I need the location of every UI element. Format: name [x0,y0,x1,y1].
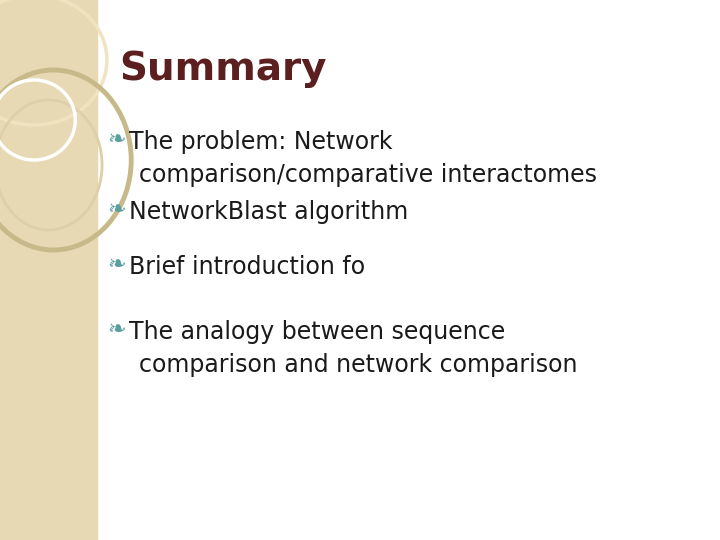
Text: ❧: ❧ [107,320,126,340]
Text: comparison/comparative interactomes: comparison/comparative interactomes [139,163,597,187]
Text: ❧: ❧ [107,255,126,275]
Text: comparison and network comparison: comparison and network comparison [139,353,577,377]
Text: ❧: ❧ [107,200,126,220]
Text: NetworkBlast algorithm: NetworkBlast algorithm [129,200,408,224]
Text: ❧: ❧ [107,130,126,150]
Text: Summary: Summary [120,50,327,88]
Text: The analogy between sequence: The analogy between sequence [129,320,505,344]
Bar [0,0,97,540]
Text: The problem: Network: The problem: Network [129,130,392,154]
Text: Brief introduction fo: Brief introduction fo [129,255,365,279]
